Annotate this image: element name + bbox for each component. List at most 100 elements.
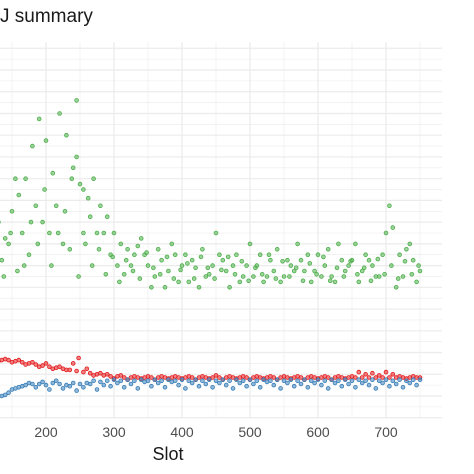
data-point [118,373,124,378]
data-point [329,274,334,279]
data-point [81,384,86,390]
data-point [247,377,253,383]
data-point [47,387,52,392]
data-point [16,357,22,363]
data-point [40,379,45,385]
data-point [414,279,419,285]
data-point [169,241,175,247]
data-point [166,268,171,274]
data-point [356,279,362,285]
data-point [43,138,49,143]
data-point [87,381,93,387]
data-point [74,98,79,103]
data-point [404,247,409,252]
data-point [293,265,299,271]
data-point [94,387,100,392]
data-point [281,274,287,279]
data-point [314,271,319,277]
data-point [407,380,413,386]
data-point [30,359,35,365]
data-point [81,187,86,192]
x-tick-labels: 200 300 400 500 600 700 [34,424,398,440]
data-point [132,252,137,258]
data-point [327,278,333,284]
data-point [47,364,52,370]
data-point [359,375,365,380]
data-point [33,384,39,390]
data-point [162,284,168,290]
data-point [232,271,238,277]
data-point [57,381,62,387]
data-point [91,176,96,182]
data-point [380,375,385,380]
data-point [191,276,197,281]
data-point [145,263,151,268]
data-point [43,361,49,366]
data-point [151,265,156,271]
data-point [237,279,243,285]
data-point [370,263,375,268]
data-point [363,378,368,384]
data-point [125,377,130,383]
data-point [390,225,396,230]
data-point [339,383,345,389]
data-point [288,263,294,268]
data-point [281,378,287,384]
x-tick-label: 300 [102,424,126,440]
data-point [244,383,249,389]
data-point [23,362,28,367]
data-point [74,154,79,160]
series-0 [0,98,423,290]
data-point [259,271,265,277]
data-point [85,195,91,201]
data-point [280,258,285,264]
data-point [94,230,100,236]
data-point [416,263,421,268]
data-point [186,279,192,285]
data-point [285,257,290,263]
data-point [19,359,25,365]
data-point [149,284,154,290]
data-point [404,378,409,384]
data-point [274,247,280,252]
data-point [212,276,217,281]
data-point [368,278,374,284]
data-point [87,214,93,220]
data-point [341,274,347,279]
data-point [342,268,348,274]
data-point [0,257,5,263]
data-point [261,377,266,383]
data-point [390,371,396,377]
x-axis-label: Slot [152,444,183,464]
data-point [257,252,263,258]
data-point [271,268,277,274]
data-point [40,219,45,225]
data-point [389,263,394,268]
data-point [387,383,392,389]
data-point [400,274,406,279]
data-point [281,374,287,379]
data-point [370,377,375,383]
data-point [26,252,32,258]
data-point [193,377,198,383]
data-point [81,230,86,236]
data-point [312,268,317,274]
data-point [76,355,81,361]
data-point [407,241,413,247]
data-point [329,377,334,383]
data-point [69,176,75,182]
data-point [375,256,381,262]
data-point [57,111,62,116]
data-point [223,268,229,274]
data-point [321,254,326,260]
data-point [363,371,368,377]
data-point [159,257,164,263]
data-point [49,263,54,268]
data-point [264,379,270,385]
data-point [23,176,28,182]
data-point [376,373,382,378]
data-point [307,261,313,266]
data-point [230,263,236,268]
data-point [110,254,115,260]
data-point [60,241,66,247]
